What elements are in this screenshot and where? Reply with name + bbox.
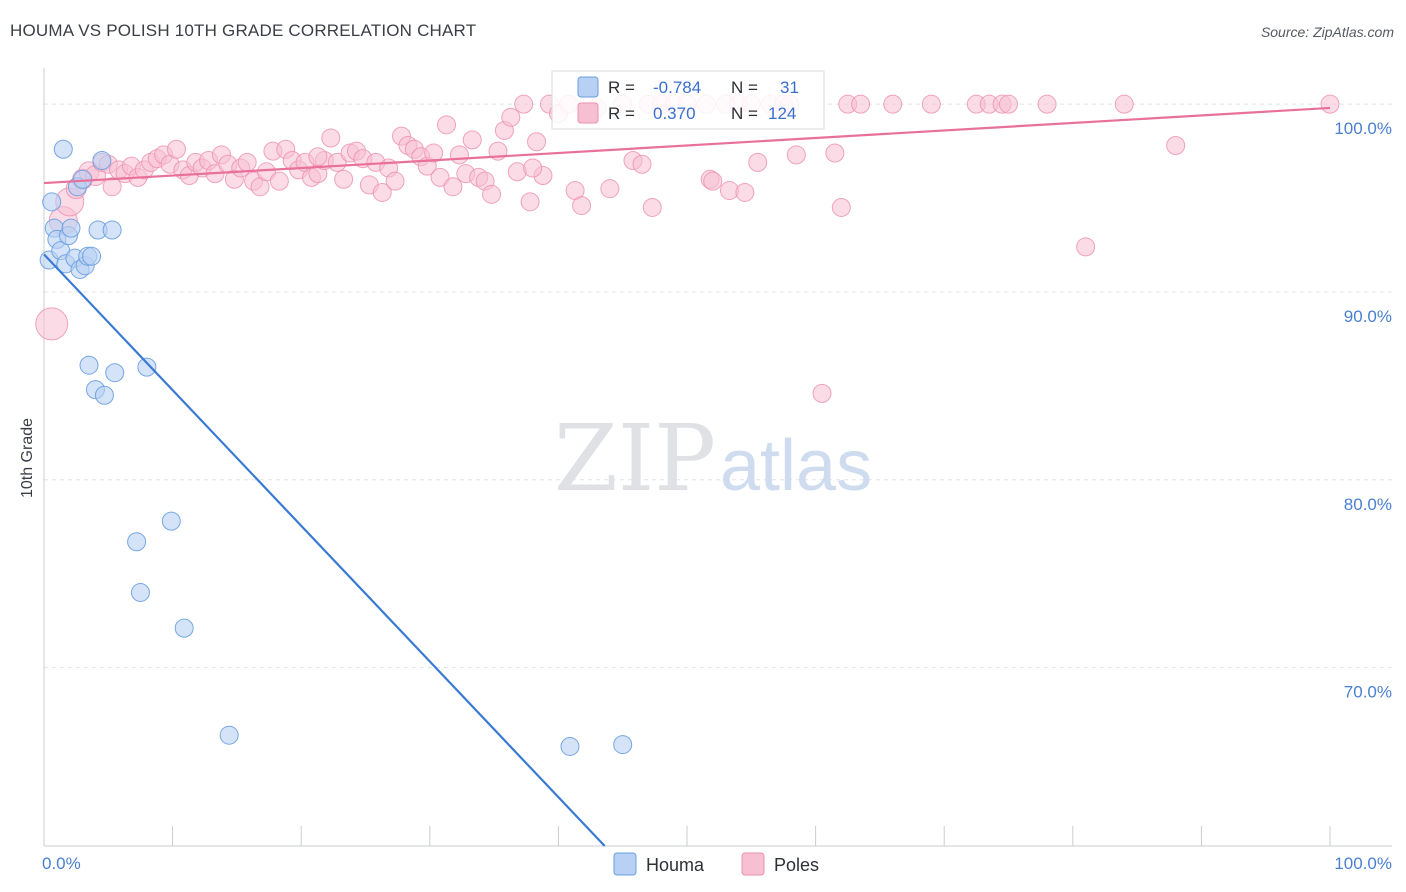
legend: Houma Poles [613,852,819,876]
poles-point [999,94,1018,114]
poles-point [166,139,186,159]
houma-trendline [43,253,606,847]
poles-point [883,94,903,114]
stats-poles-swatch [577,102,599,124]
stats-houma-swatch [577,76,599,98]
houma-point [73,169,93,189]
poles-point [102,177,122,197]
poles-point [443,177,463,197]
stats-houma-n-value: 31 [780,78,799,97]
poles-point [1320,94,1340,114]
poles-point [642,197,662,217]
tick-labels: 70.0% 80.0% 90.0% 100.0% 0.0% 100.0% [42,119,1392,873]
houma-point [105,363,125,383]
series-houma [39,139,633,756]
poles-point [430,167,450,187]
poles-point [1114,94,1134,114]
axes [43,68,1392,847]
poles-point [523,158,543,178]
x-tick-label: 0.0% [42,854,81,873]
houma-point [560,736,580,756]
series-poles [35,94,1340,403]
poles-point [825,143,845,163]
y-tick-label: 80.0% [1344,495,1392,514]
houma-point [174,618,194,638]
poles-point [1166,135,1186,155]
trendlines [43,106,1331,847]
poles-point [449,145,469,165]
houma-point [53,139,73,159]
houma-point [613,735,633,755]
poles-point [501,107,521,127]
stats-poles-r-label: R = [608,104,635,123]
stats-houma-n-label: N = [731,78,758,97]
poles-point [256,162,276,182]
y-tick-label: 70.0% [1344,683,1392,702]
poles-point [385,171,405,191]
poles-point [424,143,444,163]
stats-houma-r-label: R = [608,78,635,97]
houma-point [161,511,181,531]
poles-point [520,192,540,212]
houma-point [61,218,81,238]
poles-point [269,171,289,191]
watermark: ZIP atlas [554,405,872,512]
stats-poles-n-value: 124 [768,104,796,123]
poles-point [237,152,257,172]
houma-point [102,220,122,240]
houma-point [42,192,62,212]
y-tick-label: 100.0% [1334,119,1392,138]
houma-point [219,725,239,745]
houma-point [82,246,102,266]
poles-point [334,169,354,189]
y-tick-label: 90.0% [1344,307,1392,326]
legend-poles-label[interactable]: Poles [774,855,819,875]
poles-point [308,147,328,167]
legend-houma-swatch[interactable] [613,852,637,876]
source-credit: Source: ZipAtlas.com [1260,24,1394,40]
poles-point [572,196,592,216]
poles-trendline [43,106,1331,185]
stats-poles-r-value: 0.370 [653,104,696,123]
x-tick-label: 100.0% [1334,854,1392,873]
watermark-atlas: atlas [720,426,872,506]
poles-point [851,94,871,114]
stats-box: R = -0.784 N = 31 R = 0.370 N = 124 [551,70,825,130]
houma-point [92,151,112,171]
poles-point [437,115,457,135]
poles-point [1037,94,1057,114]
poles-point [831,197,851,217]
stats-houma-r-value: -0.784 [653,78,701,97]
poles-point [372,182,392,202]
poles-point [321,128,341,148]
houma-point [137,357,157,377]
chart-title: HOUMA VS POLISH 10TH GRADE CORRELATION C… [10,21,477,40]
stats-poles-n-label: N = [731,104,758,123]
watermark-zip: ZIP [554,405,716,512]
houma-point [79,355,99,375]
houma-point [130,582,150,602]
legend-poles-swatch[interactable] [741,852,765,876]
poles-point [1076,237,1096,257]
poles-point [786,145,806,165]
poles-point [35,307,69,341]
poles-point [748,152,768,172]
houma-point [127,532,147,552]
poles-point [514,94,534,114]
gridlines [44,103,1392,669]
poles-point [527,132,547,152]
poles-point [921,94,941,114]
poles-point [735,182,755,202]
poles-point [600,179,620,199]
poles-point [632,154,652,174]
poles-point [703,171,723,191]
poles-point [482,184,502,204]
houma-point [94,385,114,405]
legend-houma-label[interactable]: Houma [646,855,705,875]
poles-point [812,383,832,403]
poles-point [462,130,482,150]
